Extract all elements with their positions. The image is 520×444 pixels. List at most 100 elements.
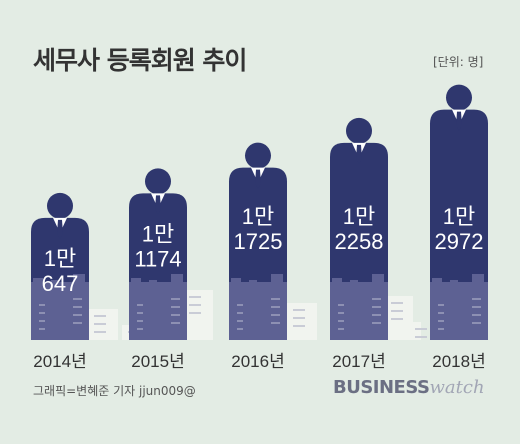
brand-logo: BUSINESSwatch <box>333 377 485 398</box>
x-tick-label: 2015년 <box>131 352 184 371</box>
value-label-line2: 1725 <box>234 229 283 254</box>
brand-logo-business: BUSINESS <box>333 377 430 398</box>
value-label-line1: 1만 <box>443 204 475 229</box>
person-tie <box>356 144 362 164</box>
bar-window <box>372 314 381 316</box>
bar-cityscape-step <box>231 278 241 282</box>
bar-cityscape <box>430 282 488 340</box>
bar-window <box>271 314 280 316</box>
bar-window <box>171 314 180 316</box>
bar-window <box>372 306 381 308</box>
bar-cityscape-step <box>149 280 157 282</box>
bar-window <box>438 320 444 322</box>
bar-cityscape <box>229 282 287 340</box>
building-window <box>415 336 427 338</box>
bar-window <box>137 304 143 306</box>
bar-window <box>472 306 481 308</box>
value-label-line1: 1만 <box>343 204 375 229</box>
graphic-credit: 그래픽=변혜준 기자 jjun009@ <box>33 384 196 398</box>
bar-window <box>438 304 444 306</box>
background-building <box>122 325 132 340</box>
person-head <box>346 117 372 144</box>
bar-window <box>39 312 45 314</box>
bar-window <box>271 322 280 324</box>
bar-window <box>73 306 82 308</box>
bar-window <box>338 312 344 314</box>
bar-window <box>171 306 180 308</box>
bar-cityscape-step <box>271 274 283 282</box>
chart-title: 세무사 등록회원 추이 <box>33 46 247 75</box>
building-window <box>94 323 106 325</box>
bar-window <box>372 298 381 300</box>
person-tie <box>155 195 161 215</box>
building-window <box>391 302 403 304</box>
x-tick-label: 2017년 <box>332 352 385 371</box>
bar-window <box>338 304 344 306</box>
bar-cityscape-step <box>332 278 342 282</box>
bar-window <box>39 304 45 306</box>
building-window <box>189 304 201 306</box>
bar-window <box>472 322 481 324</box>
bar-window <box>73 314 82 316</box>
bar-cityscape-step <box>171 274 183 282</box>
bar-window <box>137 312 143 314</box>
bar-cityscape-step <box>372 274 384 282</box>
value-label-line1: 1만 <box>242 204 274 229</box>
bar-window <box>237 320 243 322</box>
building-window <box>293 317 305 319</box>
x-tick-label: 2018년 <box>432 352 485 371</box>
bar-window <box>338 328 344 330</box>
bar-window <box>438 312 444 314</box>
bar-window <box>171 298 180 300</box>
bar-cityscape-step <box>472 274 484 282</box>
building-window <box>391 318 403 320</box>
person-head <box>245 142 271 169</box>
value-label-line1: 1만 <box>142 221 174 246</box>
building-window <box>94 331 106 333</box>
unit-label: [단위: 명] <box>433 55 484 69</box>
person-tie <box>57 219 63 239</box>
bar-window <box>472 298 481 300</box>
bar-cityscape-step <box>33 278 43 282</box>
bar-cityscape-step <box>249 280 257 282</box>
bar-window <box>73 298 82 300</box>
building-window <box>94 315 106 317</box>
building-window <box>293 309 305 311</box>
bar-window <box>271 306 280 308</box>
bar-window <box>39 320 45 322</box>
city-background <box>88 290 427 340</box>
person-tie <box>255 169 261 189</box>
building-window <box>391 310 403 312</box>
bar-cityscape <box>31 282 89 340</box>
bar-window <box>271 298 280 300</box>
value-label-line2: 647 <box>42 271 79 296</box>
background-building <box>183 290 213 340</box>
bar-cityscape-step <box>432 278 442 282</box>
building-window <box>415 328 427 330</box>
value-label-line2: 1174 <box>134 246 181 271</box>
x-tick-label: 2014년 <box>33 352 86 371</box>
bar-cityscape <box>330 282 388 340</box>
bar-cityscape-step <box>450 280 458 282</box>
person-head <box>145 168 171 195</box>
person-head <box>47 192 73 219</box>
bar-cityscape-step <box>51 280 59 282</box>
bar-cityscape-step <box>350 280 358 282</box>
bar-window <box>237 304 243 306</box>
bar-cityscape-step <box>73 274 85 282</box>
bar-window <box>237 312 243 314</box>
bars <box>31 84 488 340</box>
person-head <box>446 84 472 111</box>
bar-window <box>372 322 381 324</box>
bar-window <box>472 314 481 316</box>
background-building <box>287 303 317 340</box>
bar-cityscape <box>129 282 187 340</box>
value-label-line2: 2972 <box>435 229 484 254</box>
value-label-line2: 2258 <box>335 229 384 254</box>
person-tie <box>456 111 462 131</box>
building-window <box>189 312 201 314</box>
bar-window <box>438 328 444 330</box>
